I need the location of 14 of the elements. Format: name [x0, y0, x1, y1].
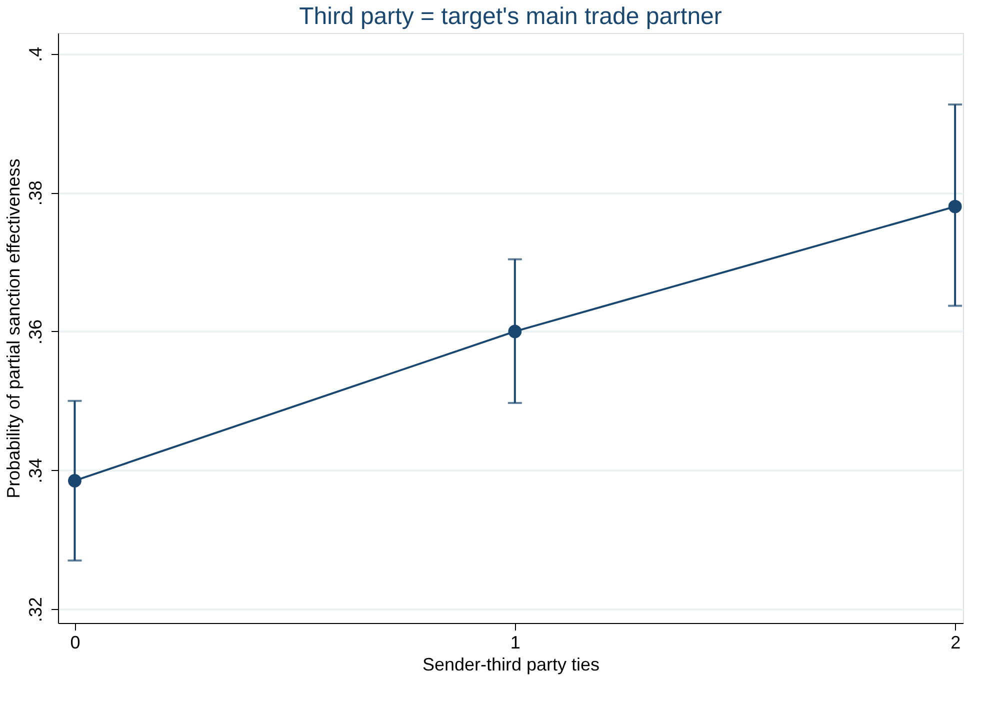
- x-tick-label: 2: [950, 632, 961, 652]
- x-tick-label: 0: [70, 632, 80, 652]
- y-tick-label: .32: [26, 597, 46, 622]
- point: [68, 474, 82, 488]
- x-tick-label: 1: [510, 632, 520, 652]
- y-tick-label: .36: [26, 319, 46, 344]
- point: [508, 324, 522, 338]
- chart-title: Third party = target's main trade partner: [299, 3, 722, 30]
- y-axis-title: Probability of partial sanction effectiveness: [4, 158, 24, 498]
- point: [948, 200, 962, 214]
- y-tick-label: .38: [26, 180, 46, 206]
- y-tick-label: .4: [26, 46, 46, 62]
- y-tick-label: .34: [26, 458, 46, 484]
- x-axis-title: Sender-third party ties: [422, 654, 600, 674]
